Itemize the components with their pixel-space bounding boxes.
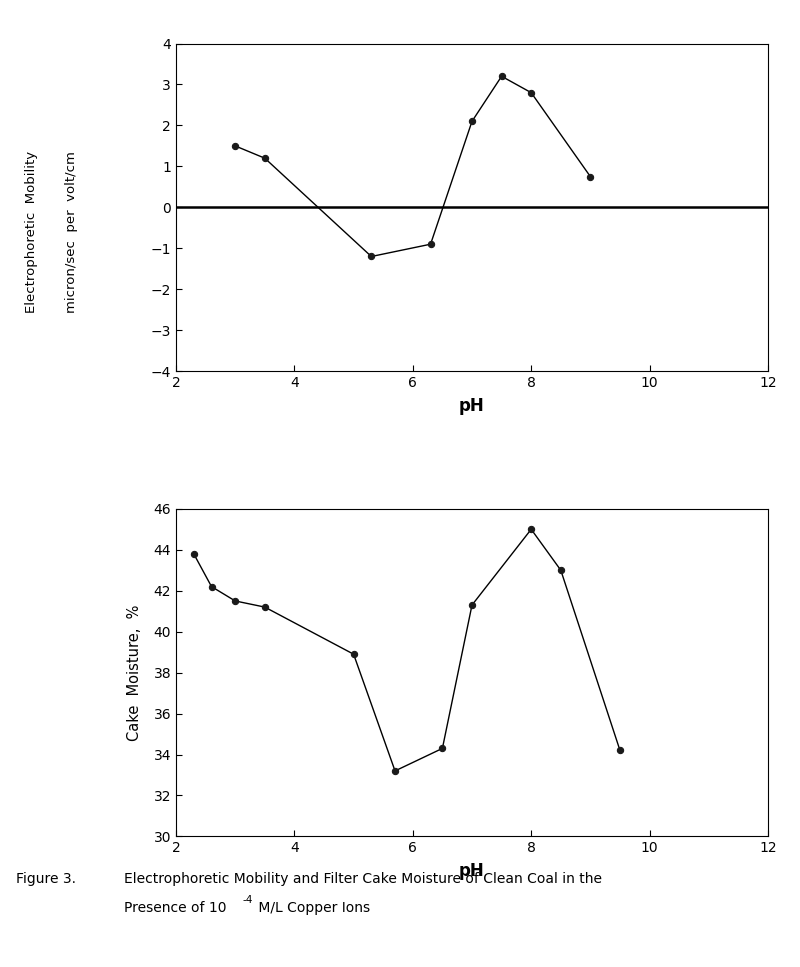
Text: -4: -4 — [242, 895, 253, 905]
X-axis label: pH: pH — [459, 397, 485, 415]
Text: M/L Copper Ions: M/L Copper Ions — [254, 901, 370, 915]
Text: micron/sec  per  volt/cm: micron/sec per volt/cm — [66, 151, 78, 313]
Text: Presence of 10: Presence of 10 — [124, 901, 226, 915]
Y-axis label: Cake  Moisture,  %: Cake Moisture, % — [127, 604, 142, 741]
Text: Electrophoretic  Mobility: Electrophoretic Mobility — [26, 151, 38, 313]
Text: Figure 3.: Figure 3. — [16, 872, 76, 886]
X-axis label: pH: pH — [459, 863, 485, 880]
Text: Electrophoretic Mobility and Filter Cake Moisture of Clean Coal in the: Electrophoretic Mobility and Filter Cake… — [124, 872, 602, 886]
